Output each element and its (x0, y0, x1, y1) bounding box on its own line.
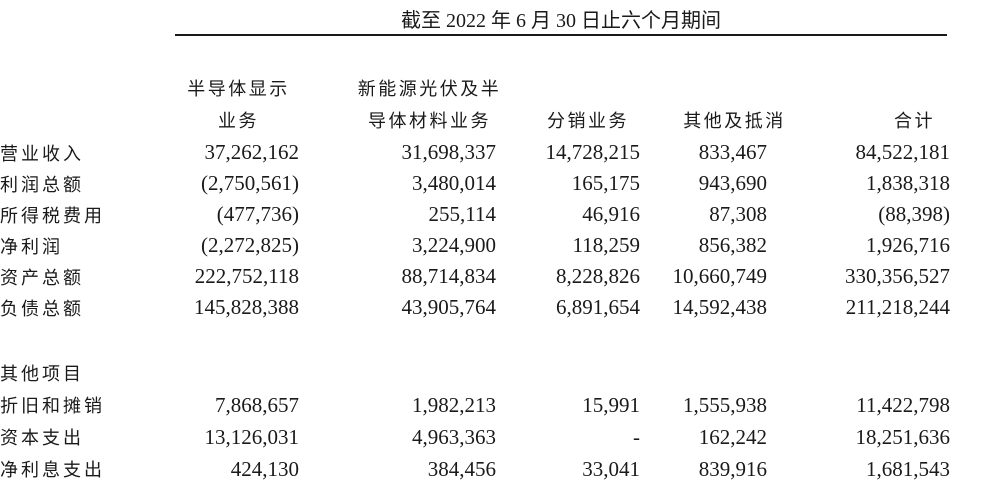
cell: 18,251,636 (855, 424, 951, 449)
table-row-net-profit: 净利润 (2,272,825) 3,224,900 118,259 856,38… (0, 230, 982, 261)
column-header-line: 导体材料业务 (368, 111, 491, 131)
cell: 3,224,900 (412, 233, 496, 257)
row-label: 净利润 (0, 236, 63, 257)
table-row-net-interest-expense: 净利息支出 424,130 384,456 33,041 839,916 1,6… (0, 453, 982, 485)
cell: (2,272,825) (201, 233, 299, 257)
cell: 14,728,215 (545, 140, 641, 164)
row-spacer (950, 421, 982, 453)
column-header-line: 业务 (218, 111, 259, 131)
section-title: 其他项目 (0, 364, 84, 384)
cell: 43,905,764 (401, 295, 497, 319)
cell: 8,228,826 (556, 264, 640, 288)
row-spacer (950, 230, 982, 261)
cell: 37,262,162 (204, 140, 300, 164)
row-spacer (950, 389, 982, 421)
cell: 87,308 (709, 202, 767, 226)
row-spacer (950, 261, 982, 292)
cell: 255,114 (428, 202, 496, 226)
row-spacer (950, 199, 982, 230)
row-label: 资产总额 (0, 267, 84, 288)
blank-row (0, 323, 982, 357)
column-header-line: 分销业务 (547, 111, 629, 131)
cell: 11,422,798 (856, 392, 950, 417)
cell: 14,592,438 (672, 295, 768, 319)
row-label: 营业收入 (0, 143, 84, 164)
column-header-line: 半导体显示 (187, 79, 290, 99)
column-header-line: 其他及抵消 (683, 111, 786, 131)
cell: 15,991 (582, 392, 640, 417)
cell: 839,916 (698, 456, 767, 481)
header-spacer (950, 36, 982, 137)
row-spacer (950, 168, 982, 199)
row-label: 资本支出 (0, 428, 84, 448)
column-header-distribution: 分销业务 (496, 36, 640, 137)
row-label-header (0, 36, 150, 137)
cell: 33,041 (582, 456, 640, 481)
row-spacer (950, 292, 982, 323)
column-header-line: 合计 (894, 111, 935, 131)
cell: 46,916 (582, 202, 640, 226)
cell: 1,982,213 (412, 392, 496, 417)
section-header-spacer (150, 357, 982, 389)
cell: 4,963,363 (412, 424, 496, 449)
table-row-income-tax: 所得税费用 (477,736) 255,114 46,916 87,308 (8… (0, 199, 982, 230)
cell: 6,891,654 (556, 295, 640, 319)
row-label: 所得税费用 (0, 205, 105, 226)
cell: 1,555,938 (683, 392, 767, 417)
table-row-total-liabilities: 负债总额 145,828,388 43,905,764 6,891,654 14… (0, 292, 982, 323)
table-row-total-assets: 资产总额 222,752,118 88,714,834 8,228,826 10… (0, 261, 982, 292)
cell: 384,456 (427, 456, 496, 481)
table-row-revenue: 营业收入 37,262,162 31,698,337 14,728,215 83… (0, 137, 982, 168)
cell: (88,398) (878, 202, 950, 226)
cell: 1,926,716 (866, 233, 950, 257)
cell: 165,175 (571, 171, 640, 195)
column-header-others-eliminations: 其他及抵消 (640, 36, 783, 137)
cell: 162,242 (698, 424, 767, 449)
cell: 424,130 (230, 456, 299, 481)
column-header-line: 新能源光伏及半 (357, 79, 502, 99)
row-label: 负债总额 (0, 298, 84, 319)
row-label: 利润总额 (0, 174, 84, 195)
table-title: 截至 2022 年 6 月 30 日止六个月期间 (401, 10, 721, 32)
table-row-capital-expenditure: 资本支出 13,126,031 4,963,363 - 162,242 18,2… (0, 421, 982, 453)
column-header-new-energy-pv-materials: 新能源光伏及半 导体材料业务 (299, 36, 499, 137)
cell: 1,838,318 (866, 171, 950, 195)
column-header-total: 合计 (767, 36, 950, 137)
row-label: 净利息支出 (0, 460, 105, 480)
cell: 3,480,014 (412, 171, 496, 195)
cell: 118,259 (572, 233, 640, 257)
cell: 13,126,031 (204, 424, 300, 449)
title-rule (175, 34, 947, 36)
cell: 1,681,543 (866, 456, 950, 481)
cell: 31,698,337 (401, 140, 497, 164)
row-label: 折旧和摊销 (0, 396, 105, 416)
section-header-row-other-items: 其他项目 (0, 357, 982, 389)
cell: 10,660,749 (672, 264, 768, 288)
cell: 84,522,181 (855, 140, 951, 164)
cell: (477,736) (216, 202, 299, 226)
header-row: 半导体显示业务 新能源光伏及半 导体材料业务 分销业务 其他及抵消 合计 (0, 36, 982, 137)
table-row-depreciation-amortization: 折旧和摊销 7,868,657 1,982,213 15,991 1,555,9… (0, 389, 982, 421)
table-title-block: 截至 2022 年 6 月 30 日止六个月期间 (175, 9, 947, 36)
cell: 145,828,388 (194, 295, 299, 319)
cell: 856,382 (698, 233, 767, 257)
cell: 330,356,527 (845, 264, 950, 288)
table-row-total-profit: 利润总额 (2,750,561) 3,480,014 165,175 943,6… (0, 168, 982, 199)
cell: 943,690 (698, 171, 767, 195)
row-spacer (950, 137, 982, 168)
row-spacer (950, 453, 982, 485)
column-header-semiconductor-display: 半导体显示 业务 (150, 36, 299, 137)
cell: 7,868,657 (215, 392, 299, 417)
cell: 222,752,118 (194, 264, 299, 288)
cell: 211,218,244 (845, 295, 950, 319)
cell: - (633, 424, 640, 449)
cell: (2,750,561) (201, 171, 299, 195)
cell: 833,467 (698, 140, 767, 164)
cell: 88,714,834 (401, 264, 497, 288)
segment-table: 半导体显示 业务 新能源光伏及半 导体材料业务 分销业务 其他及抵消 合计 营业 (0, 36, 982, 485)
